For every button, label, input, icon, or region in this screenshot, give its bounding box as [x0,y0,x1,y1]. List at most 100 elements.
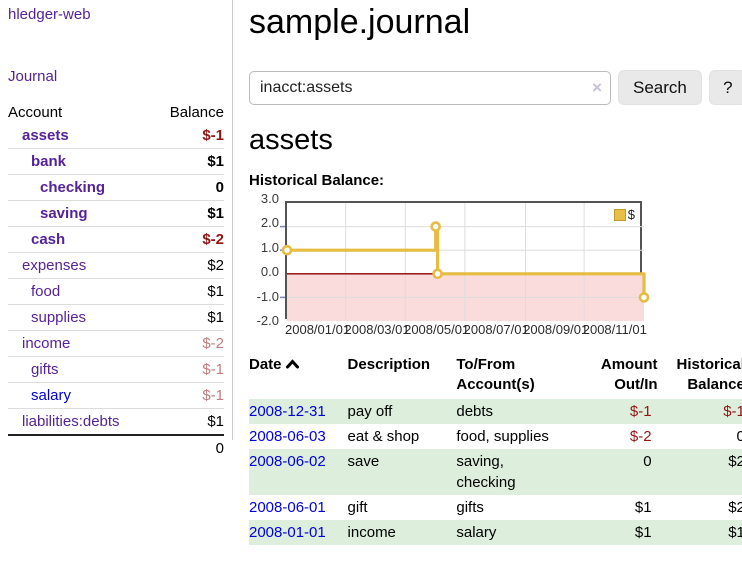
account-balance: $-2 [158,330,224,357]
transaction-accounts: food, supplies [456,428,549,445]
search-input[interactable] [249,70,611,105]
transaction-accounts: debts [456,403,494,420]
account-link[interactable]: gifts [31,361,59,378]
help-button[interactable]: ? [708,70,742,105]
account-row: salary $-1 [8,382,224,409]
account-row: food $1 [8,278,224,305]
account-balance: $-2 [158,226,224,253]
account-link[interactable]: income [22,335,71,352]
account-row: assets $-1 [8,123,224,149]
transaction-row: 2008-06-01 gift gifts $1 $2 [249,495,742,520]
account-link[interactable]: assets [22,127,69,144]
chart-title: Historical Balance: [249,172,385,189]
transaction-description: gift [347,499,368,516]
account-row: liabilities:debts $1 [8,408,224,435]
account-link[interactable]: liabilities:debts [22,413,120,430]
account-balance: $1 [158,304,224,331]
account-balance: $2 [158,252,224,279]
transaction-balance: $-1 [723,403,742,420]
account-link[interactable]: food [31,283,61,300]
account-balance: $1 [158,148,224,175]
transaction-date-link[interactable]: 2008-06-01 [249,499,326,516]
chart-y-axis-labels: 3.0 2.0 1.0 0.0 -1.0 -2.0 [245,192,279,328]
date-column-header[interactable]: Date [249,353,348,399]
account-row: checking 0 [8,174,224,201]
clear-search-icon[interactable]: × [592,77,602,97]
x-tick-label: 2008/09/01 [523,322,589,337]
transaction-balance: 0 [736,428,742,445]
transaction-balance: $2 [728,499,742,516]
account-link[interactable]: salary [31,387,72,404]
data-point-markers [281,221,650,303]
axis-tick-marks [280,225,285,299]
account-total-row: 0 [8,434,224,461]
amount-column-header: Amount Out/In [600,356,658,393]
main-content: sample.journal × Search ? assets Histori… [233,0,742,545]
y-tick-label: -2.0 [256,312,279,328]
account-row: supplies $1 [8,304,224,331]
account-link[interactable]: bank [31,153,67,170]
x-tick-label: 2008/11/01 [582,322,647,337]
x-tick-label: 2008/07/01 [463,322,529,337]
account-balance: $-1 [158,382,224,409]
transaction-date-link[interactable]: 2008-06-03 [249,428,326,445]
y-tick-label: 2.0 [260,215,279,231]
description-column-header: Description [347,356,431,373]
account-balance: $1 [158,200,224,227]
account-link[interactable]: supplies [31,309,87,326]
y-tick-label: -1.0 [256,288,279,304]
balance-column-header-main: Historical Balance [676,356,742,393]
transaction-description: income [347,524,396,541]
chart-legend: $ [611,206,637,223]
sort-ascending-icon[interactable] [285,356,299,376]
register-header-row: Date Description To/From Account(s) Amou… [249,353,742,399]
page-title: sample.journal [249,3,471,41]
transaction-balance: $2 [728,453,742,470]
transaction-balance: $1 [728,524,742,541]
account-balance: $-1 [158,356,224,383]
transaction-amount: $-1 [629,403,652,420]
legend-label: $ [627,207,635,222]
chart-plot-area: $ [280,201,650,321]
account-row: gifts $-1 [8,356,224,383]
transaction-date-link[interactable]: 2008-12-31 [249,403,326,420]
account-link[interactable]: checking [40,179,106,196]
app-layout: hledger-web Journal Account Balance asse… [8,0,742,545]
historical-balance-chart: 3.0 2.0 1.0 0.0 -1.0 -2.0 [257,192,650,327]
transaction-date-link[interactable]: 2008-06-02 [249,453,326,470]
transaction-amount: 0 [643,453,652,470]
transaction-amount: $-2 [629,428,652,445]
transaction-accounts: salary [456,524,497,541]
transaction-date-link[interactable]: 2008-01-01 [249,524,326,541]
account-row: income $-2 [8,330,224,357]
account-link[interactable]: cash [31,231,66,248]
search-button[interactable]: Search [618,70,702,105]
x-tick-label: 2008/05/01 [404,322,470,337]
account-row: bank $1 [8,148,224,175]
transaction-row: 2008-06-03 eat & shop food, supplies $-2… [249,424,742,449]
account-link[interactable]: expenses [22,257,87,274]
transaction-row: 2008-06-02 save saving, checking 0 $2 [249,449,742,495]
account-balance: 0 [158,174,224,201]
account-balance: $-1 [202,127,224,144]
search-bar: × Search ? [249,70,742,105]
account-balance-table: Account Balance assets $-1 bank $1 [8,102,224,461]
account-balance: $1 [158,408,224,435]
sidebar-item-journal[interactable]: Journal [8,68,58,85]
account-row: saving $1 [8,200,224,227]
account-table-header: Account Balance [8,102,224,123]
balance-column-header: Balance [169,104,224,121]
brand-link[interactable]: hledger-web [8,6,91,23]
transaction-amount: $1 [634,524,652,541]
account-link[interactable]: saving [40,205,88,222]
accounts-column-header: To/From Account(s) [456,356,535,393]
account-column-header: Account [8,104,63,121]
legend-swatch-icon [613,208,626,221]
transaction-description: eat & shop [347,428,420,445]
chart-x-axis-labels: 2008/01/01 2008/03/01 2008/05/01 2008/07/01… [285,322,647,337]
search-input-wrap: × [249,70,611,105]
account-row: cash $-2 [8,226,224,253]
transaction-description: save [347,453,380,470]
transaction-description: pay off [347,403,393,420]
x-tick-label: 2008/01/01 [285,322,351,337]
